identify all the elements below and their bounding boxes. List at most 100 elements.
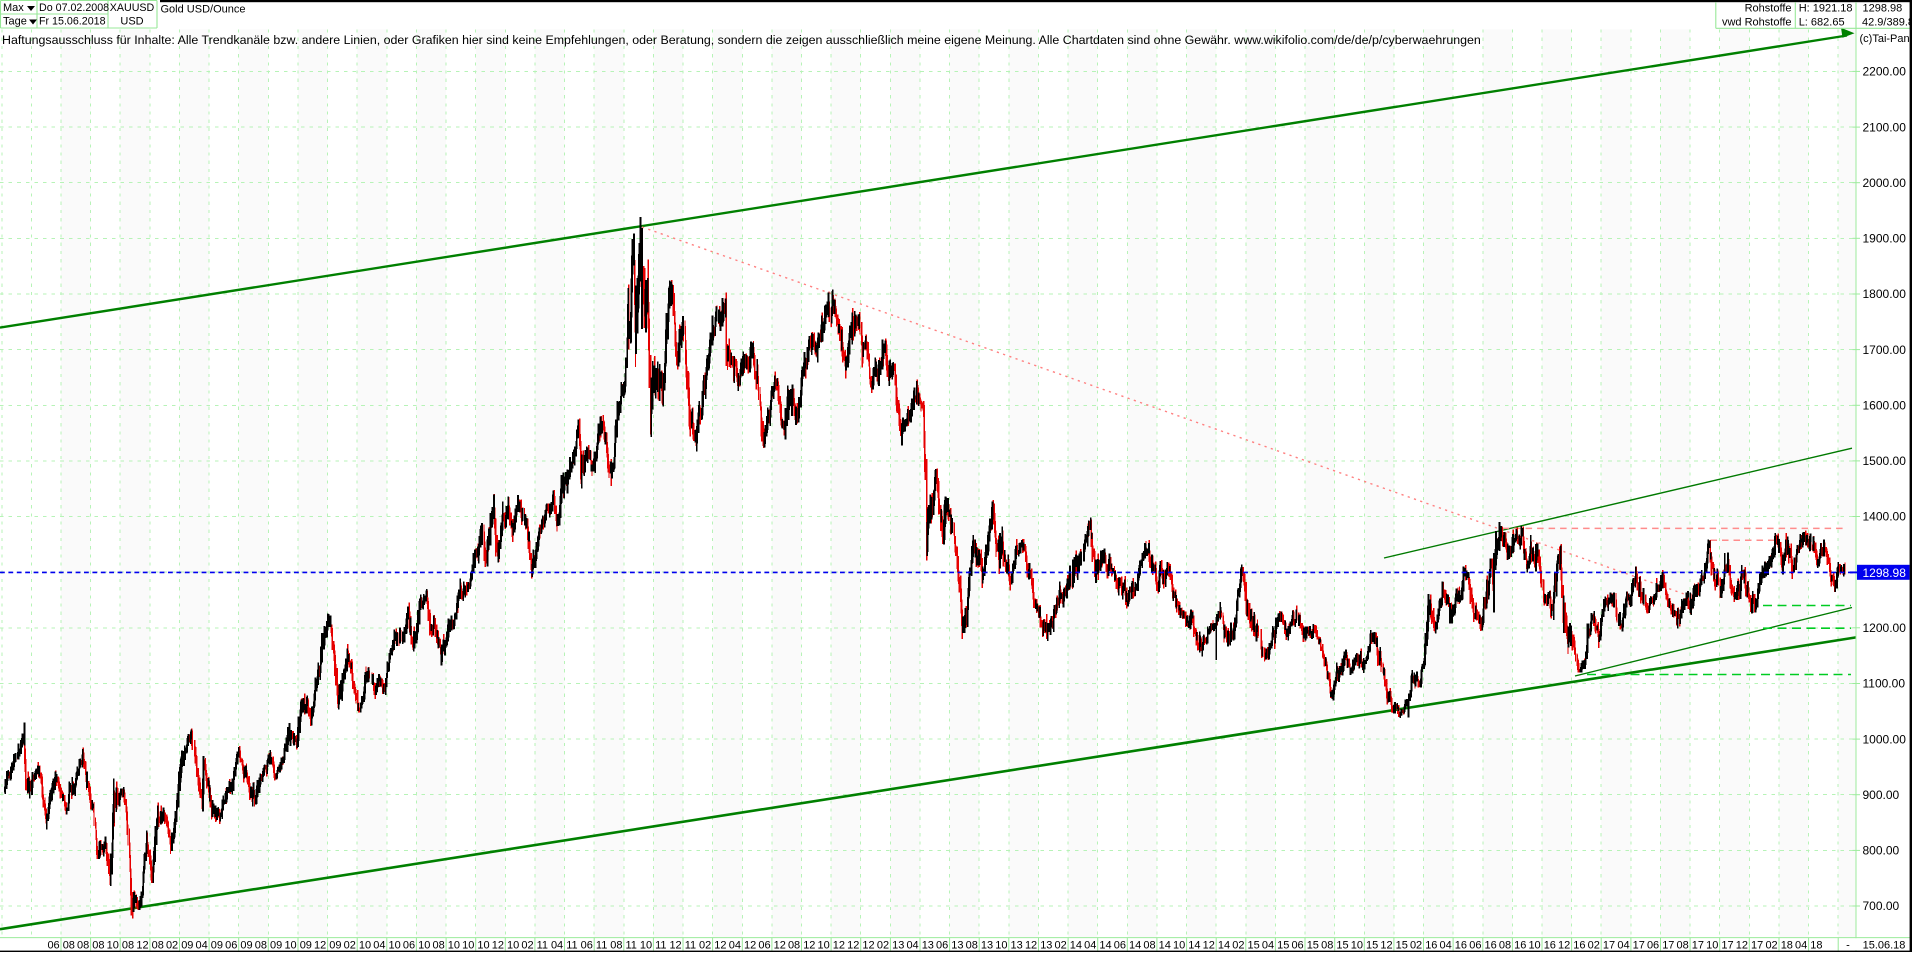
svg-text:17: 17: [1603, 940, 1615, 952]
svg-text:08: 08: [77, 940, 89, 952]
svg-text:04: 04: [1617, 940, 1629, 952]
svg-text:10: 10: [448, 940, 460, 952]
svg-text:14: 14: [1159, 940, 1171, 952]
svg-text:06: 06: [1647, 940, 1659, 952]
svg-text:11: 11: [537, 940, 548, 952]
svg-text:02: 02: [344, 940, 356, 952]
svg-text:11: 11: [685, 940, 696, 952]
svg-text:Gold USD/Ounce: Gold USD/Ounce: [161, 4, 246, 16]
svg-text:13: 13: [1040, 940, 1052, 952]
svg-text:12: 12: [1203, 940, 1215, 952]
svg-text:10: 10: [359, 940, 371, 952]
svg-text:USD: USD: [120, 16, 143, 28]
svg-text:06: 06: [225, 940, 237, 952]
svg-text:08: 08: [122, 940, 134, 952]
svg-text:14: 14: [1070, 940, 1082, 952]
svg-text:16: 16: [1514, 940, 1526, 952]
svg-text:12: 12: [847, 940, 859, 952]
svg-text:17: 17: [1662, 940, 1674, 952]
svg-text:17: 17: [1633, 940, 1645, 952]
svg-text:04: 04: [1262, 940, 1274, 952]
svg-text:08: 08: [433, 940, 445, 952]
svg-text:09: 09: [240, 940, 252, 952]
svg-text:vwd Rohstoffe: vwd Rohstoffe: [1722, 16, 1792, 28]
svg-text:12: 12: [744, 940, 756, 952]
svg-text:13: 13: [922, 940, 934, 952]
svg-text:900.00: 900.00: [1863, 788, 1900, 802]
svg-text:2000.00: 2000.00: [1863, 176, 1907, 190]
svg-text:1298.98: 1298.98: [1863, 566, 1907, 580]
svg-text:1500.00: 1500.00: [1863, 454, 1907, 468]
svg-text:02: 02: [521, 940, 533, 952]
svg-text:15: 15: [1366, 940, 1378, 952]
svg-text:02: 02: [699, 940, 711, 952]
svg-text:02: 02: [1765, 940, 1777, 952]
svg-text:1200.00: 1200.00: [1863, 621, 1907, 635]
svg-text:04: 04: [1795, 940, 1807, 952]
svg-text:16: 16: [1573, 940, 1585, 952]
svg-text:10: 10: [462, 940, 474, 952]
svg-text:08: 08: [255, 940, 267, 952]
svg-text:12: 12: [714, 940, 726, 952]
svg-text:17: 17: [1692, 940, 1704, 952]
svg-text:1000.00: 1000.00: [1863, 732, 1907, 746]
svg-text:Rohstoffe: Rohstoffe: [1745, 2, 1792, 14]
svg-text:12: 12: [774, 940, 786, 952]
svg-text:08: 08: [1499, 940, 1511, 952]
svg-text:02: 02: [1588, 940, 1600, 952]
svg-text:Haftungsausschluss für Inhalte: Haftungsausschluss für Inhalte: Alle Tre…: [2, 33, 1481, 47]
svg-text:-: -: [1846, 939, 1850, 951]
svg-text:08: 08: [152, 940, 164, 952]
svg-text:06: 06: [1291, 940, 1303, 952]
svg-text:13: 13: [892, 940, 904, 952]
svg-text:13: 13: [951, 940, 963, 952]
svg-text:06: 06: [936, 940, 948, 952]
svg-text:17: 17: [1751, 940, 1763, 952]
svg-text:Tage: Tage: [3, 16, 27, 28]
svg-text:16: 16: [1544, 940, 1556, 952]
svg-text:11: 11: [566, 940, 577, 952]
svg-text:10: 10: [1706, 940, 1718, 952]
svg-text:11: 11: [655, 940, 666, 952]
svg-text:12: 12: [862, 940, 874, 952]
svg-text:04: 04: [551, 940, 563, 952]
svg-text:1100.00: 1100.00: [1863, 677, 1906, 691]
svg-text:10: 10: [477, 940, 489, 952]
svg-text:06: 06: [1469, 940, 1481, 952]
svg-text:08: 08: [1143, 940, 1155, 952]
svg-text:12: 12: [492, 940, 504, 952]
svg-text:02: 02: [1055, 940, 1067, 952]
svg-text:15.06.18: 15.06.18: [1863, 940, 1906, 952]
svg-text:09: 09: [300, 940, 312, 952]
svg-text:18: 18: [1781, 940, 1793, 952]
svg-text:11: 11: [626, 940, 637, 952]
svg-text:1700.00: 1700.00: [1863, 343, 1907, 357]
svg-text:1800.00: 1800.00: [1863, 287, 1907, 301]
svg-text:04: 04: [729, 940, 741, 952]
svg-text:2100.00: 2100.00: [1863, 120, 1907, 134]
svg-text:08: 08: [788, 940, 800, 952]
svg-text:13: 13: [1011, 940, 1023, 952]
svg-text:12: 12: [1025, 940, 1037, 952]
svg-text:04: 04: [196, 940, 208, 952]
svg-text:02: 02: [1410, 940, 1422, 952]
svg-text:Fr 15.06.2018: Fr 15.06.2018: [39, 16, 106, 28]
svg-text:04: 04: [906, 940, 918, 952]
svg-text:700.00: 700.00: [1863, 899, 1900, 913]
svg-text:12: 12: [803, 940, 815, 952]
svg-text:09: 09: [329, 940, 341, 952]
svg-text:14: 14: [1099, 940, 1111, 952]
svg-text:06: 06: [47, 940, 59, 952]
svg-text:02: 02: [877, 940, 889, 952]
svg-text:09: 09: [211, 940, 223, 952]
svg-text:06: 06: [758, 940, 770, 952]
svg-text:800.00: 800.00: [1863, 844, 1900, 858]
svg-text:Do 07.02.2008: Do 07.02.2008: [39, 2, 109, 14]
svg-text:09: 09: [270, 940, 282, 952]
svg-text:10: 10: [995, 940, 1007, 952]
svg-text:12: 12: [669, 940, 681, 952]
svg-text:15: 15: [1396, 940, 1408, 952]
svg-text:08: 08: [610, 940, 622, 952]
svg-text:XAUUSD: XAUUSD: [110, 2, 155, 14]
svg-text:1600.00: 1600.00: [1863, 399, 1907, 413]
